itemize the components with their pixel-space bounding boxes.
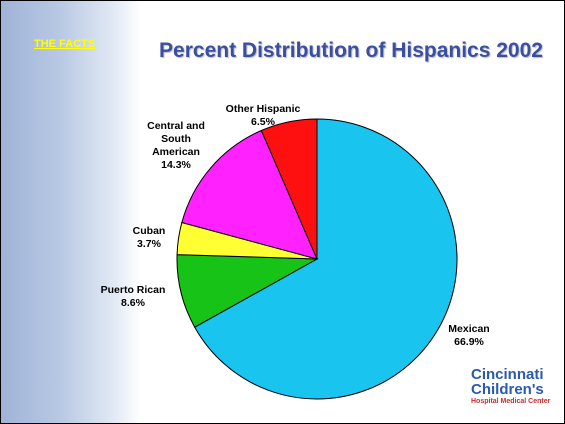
- slice-name: Central and South American: [147, 120, 205, 158]
- slice-name: Cuban: [132, 225, 166, 237]
- slice-value: 8.6%: [121, 297, 145, 309]
- pie-slice: [181, 129, 318, 260]
- logo-subtitle: Hospital Medical Center: [471, 398, 551, 405]
- slice-name: Mexican: [448, 323, 490, 335]
- logo-name: Cincinnati: [471, 366, 544, 383]
- slice-name: Other Hispanic: [225, 103, 301, 115]
- slice-label: Other Hispanic 6.5%: [223, 103, 303, 129]
- chart-title: Percent Distribution of Hispanics 2002: [159, 39, 543, 62]
- logo: Cincinnati Children's Hospital Medical C…: [471, 367, 550, 406]
- slice-label: Puerto Rican 8.6%: [98, 284, 168, 310]
- pie-slice: [194, 118, 458, 400]
- slice-label: Central and South American 14.3%: [136, 120, 216, 172]
- slice-value: 66.9%: [454, 336, 484, 348]
- slice-value: 14.3%: [161, 159, 191, 171]
- facts-link[interactable]: THE FACTS: [34, 38, 96, 50]
- pie-slice: [260, 118, 318, 260]
- slice-value: 3.7%: [137, 238, 161, 250]
- slice-label: Cuban 3.7%: [109, 225, 189, 251]
- slice-label: Mexican 66.9%: [429, 323, 509, 349]
- logo-name: Children's: [471, 381, 544, 398]
- slice-value: 6.5%: [251, 116, 275, 128]
- slice-name: Puerto Rican: [100, 284, 166, 296]
